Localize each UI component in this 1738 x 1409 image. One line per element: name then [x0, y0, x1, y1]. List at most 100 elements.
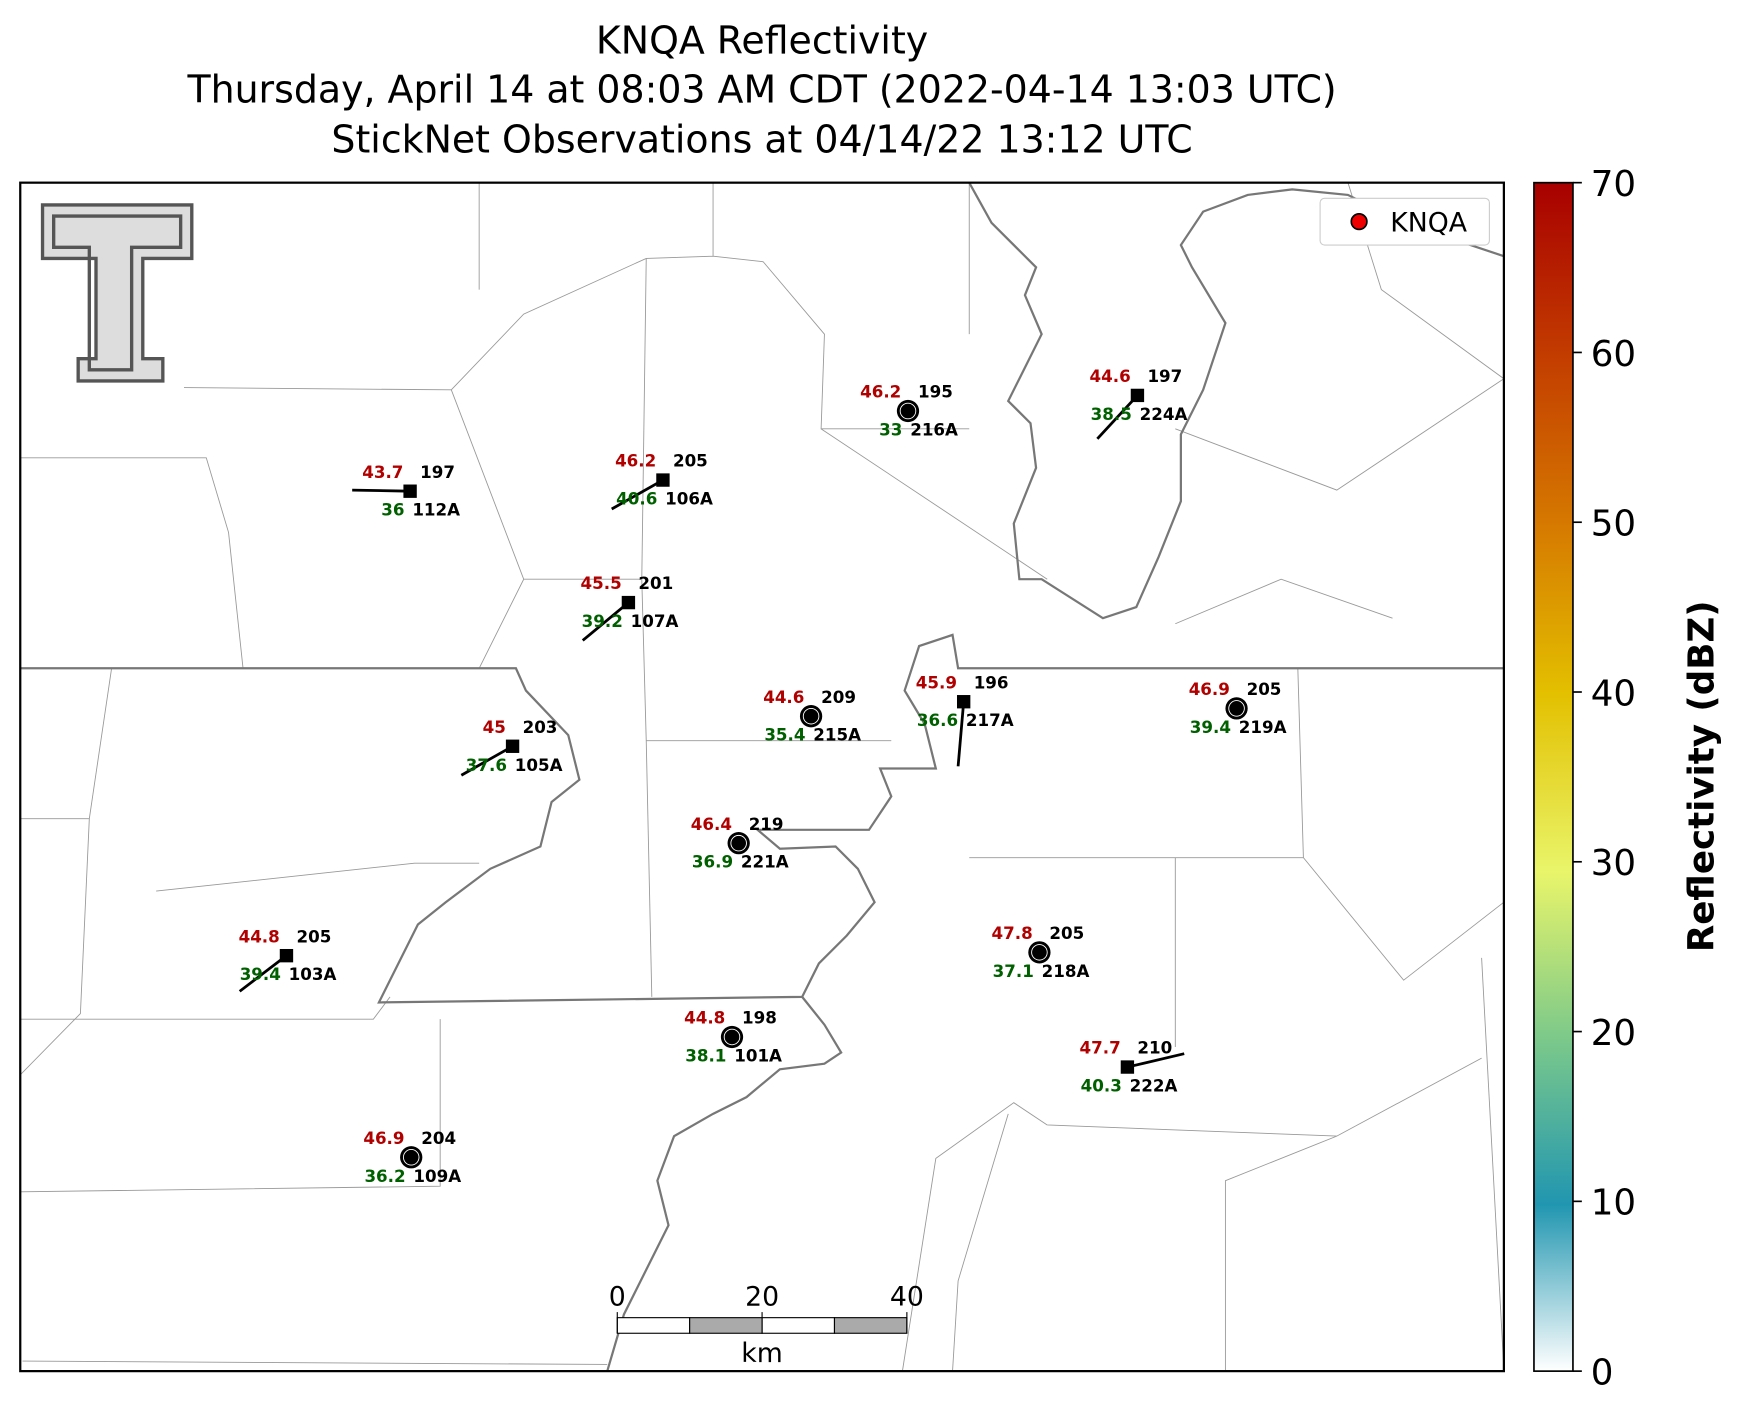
station-ring: [723, 1028, 741, 1046]
wind-barb: [581, 601, 630, 642]
wind-barb: [352, 488, 411, 493]
station-marker: [621, 595, 636, 610]
station-ring: [1031, 944, 1048, 961]
temperature: 43.7: [362, 462, 403, 482]
legend-marker: [1350, 213, 1368, 231]
temperature: 44.8: [684, 1008, 725, 1028]
observation-value: 203: [523, 717, 558, 737]
station-id: 222A: [1130, 1076, 1178, 1096]
temperature: 46.9: [1189, 679, 1230, 699]
observation-value: 205: [673, 451, 708, 471]
station-id: 218A: [1042, 961, 1090, 981]
observation-value: 201: [638, 573, 673, 593]
observation-value: 219: [749, 814, 784, 834]
dewpoint: 33: [879, 420, 902, 440]
temperature: 45: [483, 717, 506, 737]
scale-segment: [761, 1317, 836, 1334]
colorbar-tick-label: 30: [1591, 843, 1636, 884]
station-ring: [730, 834, 747, 852]
station-id: 215A: [813, 725, 861, 745]
temperature: 47.7: [1080, 1038, 1121, 1058]
dewpoint: 40.3: [1081, 1076, 1122, 1096]
temperature: 44.6: [1090, 366, 1131, 386]
observation-value: 198: [742, 1008, 777, 1028]
station-ring: [899, 402, 917, 420]
scale-tick-label: 20: [745, 1281, 779, 1312]
dewpoint: 38.1: [685, 1045, 726, 1065]
colorbar-ticks: 0 10 20 30 40 50 60 70: [1572, 164, 1636, 1393]
scale-segment: [833, 1317, 908, 1334]
colorbar-tick-label: 70: [1591, 164, 1636, 205]
scale-tick-label: 0: [609, 1281, 626, 1312]
colorbar-label: Reflectivity (dBZ): [1681, 601, 1722, 953]
station-id: 101A: [734, 1045, 782, 1065]
colorbar-tick-label: 50: [1591, 504, 1636, 545]
dewpoint: 37.1: [993, 961, 1034, 981]
wind-barb: [238, 954, 288, 993]
scale-bar: 0 20 40 km: [609, 1281, 924, 1369]
temperature: 46.2: [615, 451, 656, 471]
dewpoint: 40.6: [616, 489, 657, 509]
station-ring: [802, 707, 820, 725]
station-marker: [279, 948, 294, 963]
temperature: 46.9: [363, 1128, 404, 1148]
observation-value: 197: [420, 462, 455, 482]
station-id: 112A: [412, 500, 460, 520]
legend-box: KNQA: [1319, 197, 1490, 246]
dewpoint: 35.4: [764, 725, 805, 745]
scale-unit: km: [741, 1338, 783, 1369]
colorbar-tick-label: 10: [1591, 1183, 1636, 1224]
temperature: 47.8: [992, 923, 1033, 943]
station-id: 217A: [966, 710, 1014, 730]
colorbar-tick-label: 0: [1591, 1352, 1614, 1393]
colorbar-tick-label: 40: [1591, 673, 1636, 714]
dewpoint: 36.6: [917, 710, 958, 730]
station-id: 109A: [413, 1166, 461, 1186]
colorbar: [1533, 181, 1574, 1372]
station-marker: [956, 695, 971, 709]
title-line: StickNet Observations at 04/14/22 13:12 …: [331, 118, 1192, 162]
wind-barb: [1127, 1052, 1185, 1069]
station-id: 216A: [910, 420, 958, 440]
temperature: 44.6: [763, 687, 804, 707]
observation-value: 197: [1147, 366, 1182, 386]
station-id: 221A: [741, 852, 789, 872]
temperature: 46.2: [860, 382, 901, 402]
observation-value: 205: [1049, 923, 1084, 943]
observation-value: 205: [1247, 679, 1282, 699]
station-id: 106A: [665, 489, 713, 509]
wind-barb: [1096, 394, 1139, 440]
station-id: 219A: [1239, 717, 1287, 737]
stations: 43.7 197 36 112A 46.2 205 40.6 106A 45.5 201 39.2 1…: [239, 366, 1287, 1186]
observation-value: 210: [1137, 1038, 1172, 1058]
station-marker: [403, 484, 417, 498]
scale-segment: [689, 1317, 763, 1334]
wind-barb: [611, 478, 664, 511]
title-line: KNQA Reflectivity: [596, 18, 928, 62]
map-frame: [19, 181, 1505, 1373]
dewpoint: 39.2: [582, 611, 623, 631]
title-line: Thursday, April 14 at 08:03 AM CDT (2022…: [186, 67, 1336, 111]
observation-value: 205: [296, 926, 331, 946]
temperature: 45.9: [916, 672, 957, 692]
station-marker: [656, 473, 670, 487]
dewpoint: 37.6: [466, 755, 507, 775]
logo: [40, 203, 194, 383]
station-marker: [505, 739, 520, 753]
temperature: 45.5: [581, 573, 622, 593]
temperature: 46.4: [691, 814, 732, 834]
colorbar-tick-label: 60: [1591, 334, 1636, 375]
wind-barb: [460, 745, 514, 777]
station-ring: [402, 1149, 420, 1166]
colorbar-tick-label: 20: [1591, 1013, 1636, 1054]
dewpoint: 38.5: [1091, 404, 1132, 424]
scale-segment: [616, 1317, 691, 1334]
observation-value: 209: [821, 687, 856, 707]
observation-value: 195: [918, 382, 953, 402]
station-marker: [1120, 1060, 1135, 1074]
station-id: 224A: [1140, 404, 1188, 424]
dewpoint: 36: [381, 500, 404, 520]
wind-barb: [956, 701, 966, 767]
station-ring: [1228, 700, 1245, 717]
